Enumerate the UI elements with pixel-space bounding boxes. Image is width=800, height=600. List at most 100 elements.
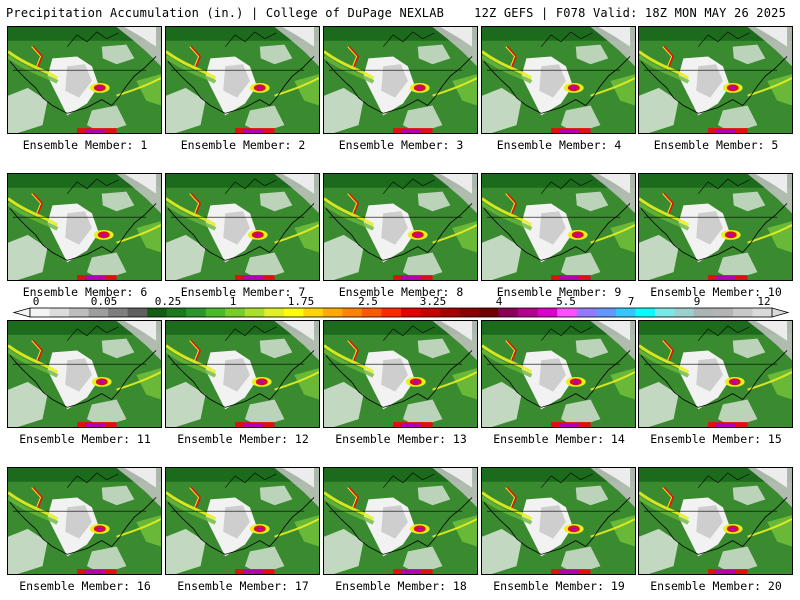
precip-map-svg — [8, 174, 161, 280]
ensemble-panel[interactable]: Ensemble Member: 4 — [481, 26, 636, 152]
colorbar-tick-label: 7 — [628, 296, 635, 308]
colorbar-segment — [557, 308, 578, 317]
colorbar-segment — [166, 308, 187, 317]
header: Precipitation Accumulation (in.) | Colle… — [0, 0, 800, 22]
colorbar-segment — [264, 308, 285, 317]
ensemble-panel[interactable]: Ensemble Member: 7 — [165, 173, 320, 299]
colorbar-segment — [752, 308, 773, 317]
colorbar-tick-label: 9 — [694, 296, 701, 308]
precip-map-svg — [166, 174, 319, 280]
precip-map — [638, 320, 793, 428]
precip-map-svg — [639, 27, 792, 133]
colorbar-tick-label: 0.25 — [155, 296, 182, 308]
precip-map — [638, 467, 793, 575]
ensemble-member-label: Ensemble Member: 15 — [650, 432, 782, 446]
ensemble-panel[interactable]: Ensemble Member: 11 — [7, 320, 162, 446]
colorbar-outline — [29, 307, 773, 318]
colorbar-svg: 0 0.05 0.25 1 1.75 2.5 3.25 4 5.5 7 9 12 — [12, 296, 790, 318]
precip-map-svg — [324, 468, 477, 574]
ensemble-panel[interactable]: Ensemble Member: 13 — [323, 320, 478, 446]
colorbar-segment — [303, 308, 324, 317]
ensemble-member-label: Ensemble Member: 16 — [19, 579, 151, 593]
ensemble-panel[interactable]: Ensemble Member: 2 — [165, 26, 320, 152]
colorbar-tick-label: 4 — [496, 296, 503, 308]
ensemble-member-label: Ensemble Member: 6 — [22, 285, 148, 299]
colorbar-segment — [205, 308, 226, 317]
precip-map — [323, 320, 478, 428]
precip-map-svg — [639, 321, 792, 427]
ensemble-panel[interactable]: Ensemble Member: 6 — [7, 173, 162, 299]
ensemble-member-label: Ensemble Member: 11 — [19, 432, 151, 446]
ensemble-panel[interactable]: Ensemble Member: 9 — [481, 173, 636, 299]
ensemble-member-label: Ensemble Member: 17 — [177, 579, 309, 593]
precip-map-svg — [482, 174, 635, 280]
precip-map — [638, 26, 793, 134]
ensemble-panel[interactable]: Ensemble Member: 15 — [638, 320, 793, 446]
colorbar-segment — [479, 308, 499, 317]
precip-map-svg — [324, 321, 477, 427]
ensemble-panel[interactable]: Ensemble Member: 16 — [7, 467, 162, 593]
colorbar-segment — [713, 308, 734, 317]
precip-map — [165, 26, 320, 134]
colorbar-segment — [30, 308, 50, 317]
ensemble-member-label: Ensemble Member: 19 — [493, 579, 625, 593]
precip-map — [7, 173, 162, 281]
ensemble-panel[interactable]: Ensemble Member: 20 — [638, 467, 793, 593]
colorbar-segment — [635, 308, 656, 317]
colorbar-segment — [459, 308, 480, 317]
colorbar-tick-label: 0 — [33, 296, 40, 308]
precip-map — [481, 173, 636, 281]
colorbar-segment — [440, 308, 460, 317]
ensemble-member-label: Ensemble Member: 10 — [650, 285, 782, 299]
colorbar-segment — [88, 308, 109, 317]
colorbar-segment — [596, 308, 617, 317]
colorbar-tick-label: 12 — [757, 296, 770, 308]
colorbar-segment — [576, 308, 597, 317]
precip-map-svg — [324, 27, 477, 133]
colorbar-segment — [244, 308, 265, 317]
colorbar-segment — [693, 308, 714, 317]
precip-map-svg — [166, 468, 319, 574]
precip-map-svg — [639, 174, 792, 280]
colorbar-tick-label: 1.75 — [288, 296, 315, 308]
precip-map-svg — [482, 468, 635, 574]
ensemble-panel[interactable]: Ensemble Member: 17 — [165, 467, 320, 593]
precip-map — [323, 173, 478, 281]
ensemble-member-label: Ensemble Member: 5 — [653, 138, 779, 152]
colorbar-tick-label: 1 — [230, 296, 237, 308]
precip-map-svg — [8, 27, 161, 133]
precip-map — [7, 320, 162, 428]
page-title: Precipitation Accumulation (in.) | Colle… — [6, 6, 445, 20]
precip-map — [481, 467, 636, 575]
precip-map — [165, 467, 320, 575]
ensemble-member-label: Ensemble Member: 18 — [335, 579, 467, 593]
ensemble-panel[interactable]: Ensemble Member: 3 — [323, 26, 478, 152]
precip-map — [638, 173, 793, 281]
ensemble-panel[interactable]: Ensemble Member: 10 — [638, 173, 793, 299]
precip-map-svg — [482, 27, 635, 133]
colorbar-segment — [127, 308, 148, 317]
precip-map-svg — [8, 321, 161, 427]
ensemble-panel[interactable]: Ensemble Member: 8 — [323, 173, 478, 299]
ensemble-panel[interactable]: Ensemble Member: 5 — [638, 26, 793, 152]
model-run-info: 12Z GEFS | F078 Valid: 18Z MON MAY 26 20… — [474, 6, 786, 20]
ensemble-member-label: Ensemble Member: 1 — [22, 138, 148, 152]
ensemble-member-label: Ensemble Member: 12 — [177, 432, 309, 446]
colorbar-segment — [147, 308, 167, 317]
colorbar-segment — [69, 308, 89, 317]
ensemble-panel[interactable]: Ensemble Member: 12 — [165, 320, 320, 446]
ensemble-panel[interactable]: Ensemble Member: 18 — [323, 467, 478, 593]
colorbar-segment — [674, 308, 695, 317]
colorbar-segment — [732, 308, 753, 317]
precip-map — [323, 26, 478, 134]
colorbar-tick-label: 2.5 — [358, 296, 378, 308]
colorbar-segment — [420, 308, 441, 317]
precip-map-svg — [8, 468, 161, 574]
ensemble-member-label: Ensemble Member: 8 — [338, 285, 464, 299]
ensemble-member-label: Ensemble Member: 20 — [650, 579, 782, 593]
ensemble-panel[interactable]: Ensemble Member: 14 — [481, 320, 636, 446]
ensemble-panel[interactable]: Ensemble Member: 1 — [7, 26, 162, 152]
ensemble-panel[interactable]: Ensemble Member: 19 — [481, 467, 636, 593]
precip-map — [323, 467, 478, 575]
precip-map-svg — [639, 468, 792, 574]
